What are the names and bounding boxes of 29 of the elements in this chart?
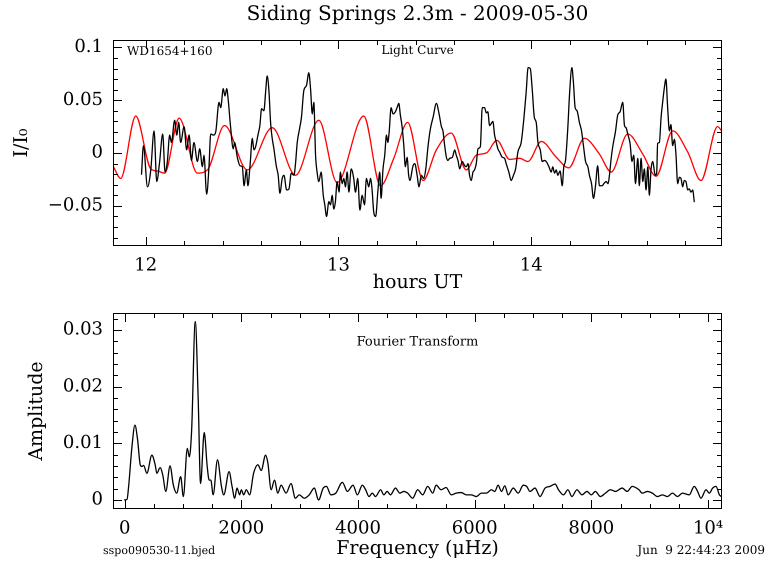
- y-tick-label: 0: [92, 488, 103, 510]
- line-series: [140, 66, 695, 218]
- x-tick-label: 10⁴: [692, 517, 724, 538]
- x-tick-label: 4000: [335, 517, 381, 538]
- x-tick-label: 8000: [568, 517, 614, 538]
- x-tick-label: 13: [327, 254, 350, 276]
- x-tick-label: 0: [118, 517, 130, 538]
- y-tick-label: 0.02: [62, 375, 103, 396]
- annotation: WD1654+160: [127, 44, 212, 58]
- x-axis-title: Frequency (μHz): [336, 536, 499, 559]
- y-axis-title: Amplitude: [24, 361, 47, 462]
- x-tick-label: 6000: [452, 517, 498, 538]
- y-tick-label: 0.1: [74, 36, 103, 58]
- text: sspo090530-11.bjed: [103, 544, 216, 557]
- line-series: [113, 115, 722, 186]
- x-tick-label: 2000: [218, 517, 264, 538]
- x-tick-label: 14: [520, 254, 543, 276]
- y-tick-label: 0.05: [62, 88, 103, 110]
- y-tick-label: −0.05: [48, 194, 103, 216]
- y-tick-label: 0: [92, 142, 103, 163]
- y-tick-label: 0.03: [62, 318, 103, 340]
- y-tick-label: 0.01: [62, 432, 103, 453]
- text: Jun 9 22:44:23 2009: [635, 543, 765, 558]
- x-axis-title: hours UT: [372, 270, 463, 293]
- annotation: Fourier Transform: [356, 334, 478, 350]
- annotation: Light Curve: [381, 43, 454, 58]
- y-axis-title: I/I₀: [10, 128, 32, 158]
- chart-title: Siding Springs 2.3m - 2009-05-30: [246, 1, 588, 26]
- x-tick-label: 12: [134, 254, 158, 276]
